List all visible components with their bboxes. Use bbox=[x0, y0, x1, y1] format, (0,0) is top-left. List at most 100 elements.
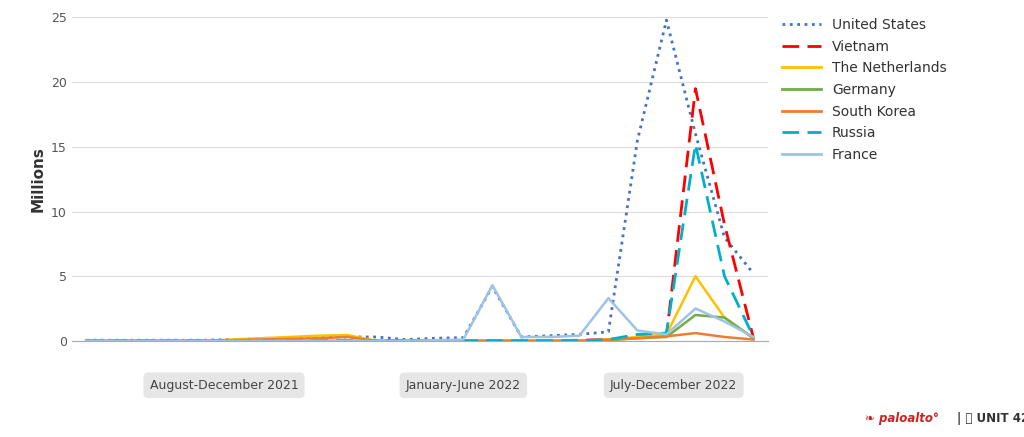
The Netherlands bbox=[515, 338, 527, 343]
Russia bbox=[660, 330, 673, 336]
The Netherlands bbox=[689, 274, 701, 279]
The Netherlands bbox=[370, 338, 382, 343]
United States bbox=[515, 334, 527, 340]
The Netherlands bbox=[631, 334, 643, 340]
United States bbox=[138, 338, 151, 343]
Vietnam bbox=[602, 337, 614, 342]
Germany bbox=[748, 336, 760, 341]
Legend: United States, Vietnam, The Netherlands, Germany, South Korea, Russia, France: United States, Vietnam, The Netherlands,… bbox=[782, 18, 946, 162]
South Korea bbox=[428, 338, 440, 343]
France bbox=[631, 328, 643, 333]
Vietnam bbox=[370, 338, 382, 343]
France bbox=[254, 338, 266, 343]
The Netherlands bbox=[602, 337, 614, 342]
France bbox=[457, 337, 469, 342]
The Netherlands bbox=[748, 336, 760, 341]
United States bbox=[718, 235, 730, 240]
Russia bbox=[399, 338, 412, 343]
France bbox=[573, 333, 586, 338]
Germany bbox=[631, 336, 643, 341]
Russia bbox=[457, 338, 469, 343]
United States bbox=[80, 338, 92, 343]
Vietnam bbox=[254, 338, 266, 343]
France bbox=[748, 334, 760, 340]
The Netherlands bbox=[196, 338, 209, 343]
Germany bbox=[225, 338, 238, 343]
France bbox=[515, 334, 527, 340]
United States bbox=[660, 17, 673, 23]
Russia bbox=[254, 338, 266, 343]
Vietnam bbox=[428, 338, 440, 343]
Russia bbox=[109, 338, 121, 343]
United States bbox=[544, 333, 556, 338]
United States bbox=[486, 284, 499, 289]
South Korea bbox=[312, 336, 325, 341]
Russia bbox=[312, 338, 325, 343]
South Korea bbox=[748, 337, 760, 342]
South Korea bbox=[689, 330, 701, 336]
Russia bbox=[515, 338, 527, 343]
France bbox=[428, 338, 440, 343]
United States bbox=[457, 335, 469, 340]
South Korea bbox=[138, 338, 151, 343]
France bbox=[399, 338, 412, 343]
Text: | ❗ UNIT 42: | ❗ UNIT 42 bbox=[957, 412, 1024, 425]
Vietnam bbox=[660, 333, 673, 338]
Vietnam bbox=[689, 86, 701, 91]
Vietnam bbox=[515, 338, 527, 343]
Line: Russia: Russia bbox=[86, 144, 754, 341]
Russia bbox=[138, 338, 151, 343]
Russia bbox=[602, 337, 614, 342]
The Netherlands bbox=[486, 338, 499, 343]
Line: South Korea: South Korea bbox=[86, 333, 754, 341]
Germany bbox=[689, 312, 701, 318]
The Netherlands bbox=[660, 332, 673, 337]
United States bbox=[631, 138, 643, 143]
Germany bbox=[312, 338, 325, 343]
Germany bbox=[109, 338, 121, 343]
South Korea bbox=[718, 334, 730, 340]
Vietnam bbox=[544, 338, 556, 343]
France bbox=[312, 338, 325, 343]
Germany bbox=[486, 338, 499, 343]
France bbox=[138, 338, 151, 343]
United States bbox=[167, 338, 179, 343]
The Netherlands bbox=[138, 338, 151, 343]
South Korea bbox=[254, 337, 266, 342]
United States bbox=[196, 338, 209, 343]
South Korea bbox=[660, 334, 673, 339]
Vietnam bbox=[196, 338, 209, 343]
South Korea bbox=[573, 338, 586, 343]
Line: France: France bbox=[86, 285, 754, 341]
Vietnam bbox=[138, 338, 151, 343]
Vietnam bbox=[225, 338, 238, 343]
Germany bbox=[283, 338, 295, 343]
Line: Vietnam: Vietnam bbox=[86, 89, 754, 341]
United States bbox=[312, 334, 325, 340]
Germany bbox=[138, 338, 151, 343]
The Netherlands bbox=[544, 338, 556, 343]
Russia bbox=[80, 338, 92, 343]
Vietnam bbox=[486, 338, 499, 343]
Vietnam bbox=[109, 338, 121, 343]
The Netherlands bbox=[312, 333, 325, 338]
Russia bbox=[689, 142, 701, 147]
Vietnam bbox=[312, 338, 325, 343]
United States bbox=[225, 337, 238, 342]
France bbox=[196, 338, 209, 343]
Germany bbox=[254, 338, 266, 343]
Germany bbox=[718, 315, 730, 320]
The Netherlands bbox=[718, 315, 730, 320]
United States bbox=[748, 271, 760, 276]
Russia bbox=[718, 274, 730, 279]
Vietnam bbox=[341, 338, 353, 343]
United States bbox=[689, 131, 701, 136]
Russia bbox=[225, 338, 238, 343]
France bbox=[660, 332, 673, 337]
The Netherlands bbox=[283, 334, 295, 340]
France bbox=[80, 338, 92, 343]
Germany bbox=[341, 338, 353, 343]
South Korea bbox=[109, 338, 121, 343]
South Korea bbox=[457, 338, 469, 343]
Russia bbox=[196, 338, 209, 343]
